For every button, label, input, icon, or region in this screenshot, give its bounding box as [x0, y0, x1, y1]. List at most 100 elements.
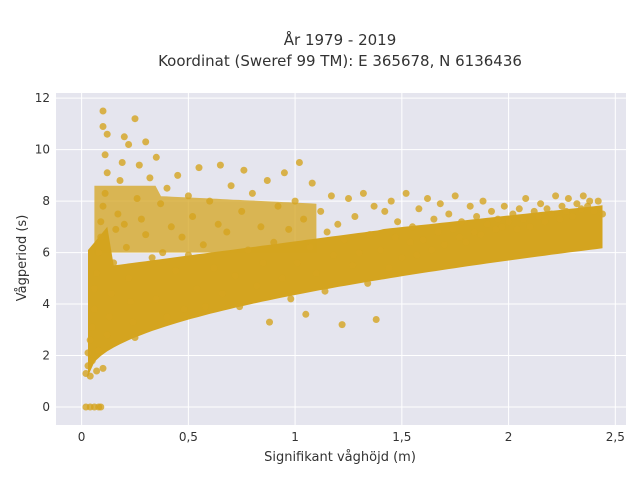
data-point: [547, 210, 555, 218]
data-point: [451, 192, 459, 200]
data-point: [142, 138, 150, 146]
data-point: [556, 215, 564, 223]
data-point: [509, 210, 517, 218]
data-point: [477, 231, 485, 239]
data-point: [253, 282, 261, 290]
data-point: [178, 233, 186, 241]
data-point: [216, 161, 224, 169]
data-point: [413, 251, 421, 259]
data-point: [133, 195, 141, 202]
x-tick-label: 1,5: [392, 430, 411, 444]
data-point: [430, 215, 438, 223]
data-point: [270, 238, 278, 246]
data-point: [97, 218, 105, 226]
data-point: [86, 336, 94, 344]
data-point: [101, 151, 109, 159]
data-point: [95, 249, 103, 257]
data-point: [449, 225, 457, 233]
data-point: [172, 267, 180, 275]
data-point: [308, 179, 316, 187]
data-point: [564, 195, 572, 202]
data-point: [159, 249, 167, 257]
data-point: [488, 207, 495, 215]
data-point: [530, 207, 538, 215]
data-point: [152, 153, 160, 161]
y-tick-label: 12: [35, 91, 50, 105]
data-point: [402, 189, 410, 197]
data-point: [206, 197, 214, 205]
data-point: [359, 189, 367, 197]
data-point: [244, 246, 252, 254]
data-point: [479, 197, 487, 205]
data-point: [274, 202, 282, 210]
data-point: [295, 159, 303, 166]
data-point: [135, 161, 143, 169]
data-point: [199, 241, 207, 249]
data-point: [293, 259, 301, 267]
data-point: [163, 184, 171, 192]
data-point: [306, 243, 314, 251]
data-point: [317, 207, 325, 215]
data-point: [93, 269, 101, 277]
data-point: [424, 195, 431, 202]
data-point: [90, 285, 98, 293]
data-point: [84, 362, 92, 370]
data-point: [445, 210, 453, 218]
data-point: [573, 200, 581, 208]
data-point: [505, 218, 513, 226]
data-point: [302, 310, 310, 318]
data-point: [103, 331, 111, 339]
data-point: [248, 189, 256, 197]
data-point: [184, 251, 192, 259]
data-point: [99, 107, 107, 115]
data-point: [231, 272, 239, 280]
data-point: [184, 192, 192, 200]
data-point: [406, 238, 414, 246]
data-point: [210, 264, 218, 272]
data-point: [285, 225, 293, 233]
data-point: [586, 197, 594, 205]
data-point: [494, 215, 502, 223]
data-point: [462, 238, 470, 246]
data-point: [579, 192, 587, 200]
data-point: [351, 213, 359, 220]
data-point: [394, 218, 402, 226]
data-point: [189, 213, 197, 220]
data-point: [312, 269, 320, 277]
data-point: [101, 189, 109, 197]
data-point: [259, 259, 267, 267]
data-point: [520, 215, 527, 223]
y-tick-label: 8: [42, 194, 50, 208]
data-point: [112, 225, 120, 233]
data-point: [157, 200, 165, 208]
data-point: [88, 323, 96, 331]
data-points: [82, 107, 606, 411]
x-tick-label: 2: [505, 430, 513, 444]
data-point: [99, 123, 107, 130]
data-point: [409, 223, 416, 231]
data-point: [321, 287, 329, 295]
data-point: [131, 334, 139, 341]
data-point: [146, 174, 154, 182]
data-point: [110, 259, 118, 267]
data-point: [95, 346, 103, 354]
data-point: [263, 177, 271, 184]
data-point: [137, 215, 145, 223]
data-point: [364, 279, 372, 287]
data-point: [372, 316, 380, 323]
data-point: [97, 403, 105, 411]
data-point: [118, 159, 126, 166]
data-point: [278, 274, 286, 282]
data-point: [541, 218, 549, 226]
data-point: [201, 303, 209, 311]
data-point: [470, 228, 478, 236]
data-point: [330, 251, 337, 259]
data-point: [323, 228, 331, 236]
data-point: [473, 213, 481, 220]
data-point: [366, 231, 374, 239]
data-point: [120, 133, 128, 141]
data-point: [428, 246, 436, 254]
data-point: [219, 290, 226, 298]
data-point: [492, 225, 500, 233]
